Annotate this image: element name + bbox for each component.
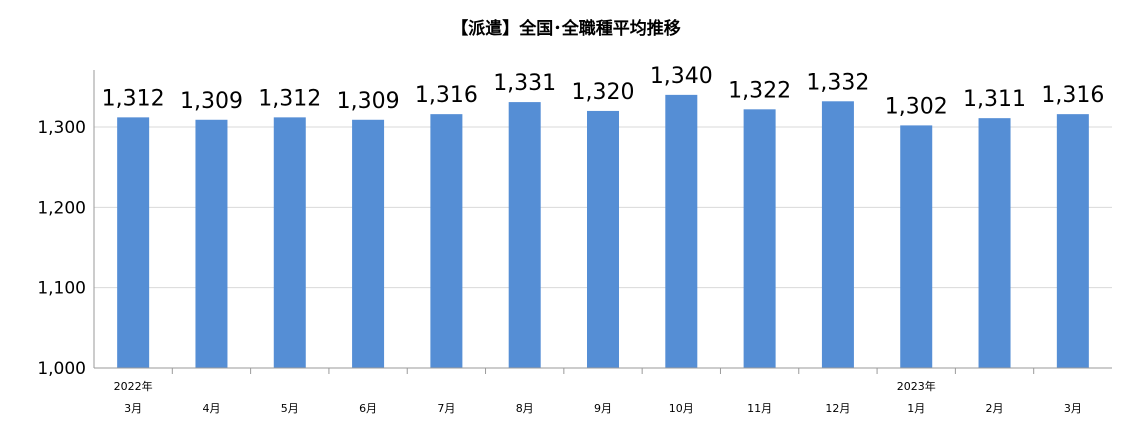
bar bbox=[900, 125, 933, 368]
x-tick-year-label: 2022年 bbox=[114, 379, 153, 393]
x-axis-tick-labels: 2022年 3月 4月 5月 6月 7月 8月 9月 10月 11月 12月 2023年 1月 2月 3月 bbox=[114, 368, 1082, 415]
x-tick-month-label: 8月 bbox=[516, 402, 534, 415]
y-tick-label: 1,300 bbox=[37, 118, 86, 138]
bar bbox=[1056, 114, 1089, 368]
x-tick-year-label: 2023年 bbox=[897, 379, 936, 393]
data-label: 1,312 bbox=[102, 86, 165, 111]
bar bbox=[508, 102, 541, 368]
bar bbox=[352, 119, 385, 369]
bar bbox=[273, 117, 306, 368]
bar bbox=[743, 109, 776, 369]
y-tick-label: 1,200 bbox=[37, 198, 86, 218]
data-label: 1,309 bbox=[337, 89, 400, 114]
data-label: 1,309 bbox=[180, 89, 243, 114]
data-label: 1,316 bbox=[1041, 83, 1104, 108]
bar bbox=[195, 119, 228, 369]
x-tick-month-label: 3月 bbox=[124, 402, 142, 415]
data-label: 1,322 bbox=[728, 78, 791, 103]
x-tick-month-label: 11月 bbox=[747, 402, 772, 415]
x-tick-month-label: 3月 bbox=[1064, 402, 1082, 415]
data-label: 1,302 bbox=[885, 94, 948, 119]
data-label: 1,312 bbox=[258, 86, 321, 111]
chart-title: 【派遣】全国･全職種平均推移 bbox=[451, 18, 681, 39]
bar bbox=[117, 117, 150, 368]
x-tick-month-label: 2月 bbox=[986, 402, 1004, 415]
y-tick-label: 1,000 bbox=[37, 359, 86, 379]
x-tick-month-label: 10月 bbox=[669, 402, 694, 415]
data-label: 1,332 bbox=[806, 70, 869, 95]
data-label: 1,316 bbox=[415, 83, 478, 108]
data-label: 1,320 bbox=[572, 80, 635, 105]
bar bbox=[587, 110, 619, 368]
x-tick-month-label: 12月 bbox=[825, 402, 850, 415]
y-tick-label: 1,100 bbox=[37, 279, 86, 299]
x-tick-month-label: 4月 bbox=[202, 402, 220, 415]
bar bbox=[665, 94, 698, 368]
data-label: 1,331 bbox=[493, 71, 556, 96]
bar bbox=[430, 114, 463, 368]
x-tick-month-label: 9月 bbox=[594, 402, 612, 415]
x-tick-month-label: 7月 bbox=[437, 402, 455, 415]
x-tick-month-label: 6月 bbox=[359, 402, 377, 415]
data-label: 1,311 bbox=[963, 87, 1026, 112]
bars bbox=[117, 94, 1089, 369]
bar bbox=[821, 101, 854, 368]
bar bbox=[978, 118, 1011, 368]
data-labels: 1,312 1,309 1,312 1,309 1,316 1,331 1,320 1,340… bbox=[102, 64, 1105, 120]
y-axis-tick-labels: 1,000 1,100 1,200 1,300 bbox=[37, 118, 86, 379]
x-tick-month-label: 5月 bbox=[281, 402, 299, 415]
x-tick-month-label: 1月 bbox=[907, 402, 925, 415]
data-label: 1,340 bbox=[650, 64, 713, 89]
